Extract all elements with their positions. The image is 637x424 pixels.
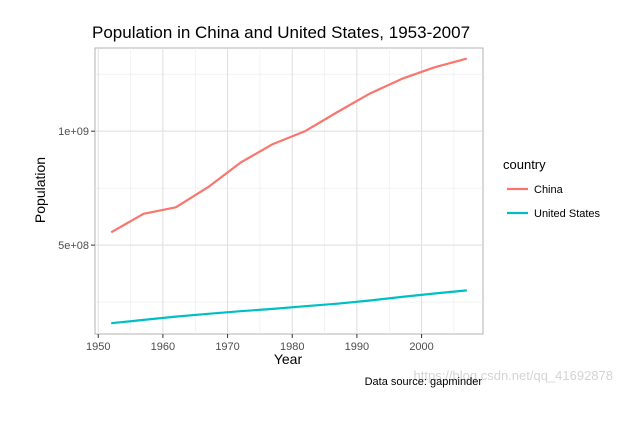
grid-minor xyxy=(95,48,483,334)
x-tick-label: 1950 xyxy=(86,341,110,353)
x-axis-title: Year xyxy=(274,351,303,367)
grid-major xyxy=(95,48,483,334)
x-tick-label: 1990 xyxy=(345,341,369,353)
y-tick-label: 1e+09 xyxy=(58,126,89,138)
legend-label: China xyxy=(534,184,564,196)
legend: country China United States xyxy=(503,157,601,220)
x-axis-ticks: 1950 1960 1970 1980 1990 2000 xyxy=(86,334,434,353)
x-tick-label: 1970 xyxy=(215,341,239,353)
series-line-united-states xyxy=(111,289,467,325)
y-tick-label: 5e+08 xyxy=(58,240,89,252)
watermark: https://blog.csdn.net/qq_41692878 xyxy=(414,368,614,383)
legend-label: United States xyxy=(534,208,601,220)
series-line-china xyxy=(110,57,468,234)
legend-title: country xyxy=(503,157,546,172)
plot-panel xyxy=(94,47,484,335)
y-axis-title: Population xyxy=(32,157,48,223)
x-tick-label: 2000 xyxy=(409,341,433,353)
x-tick-label: 1960 xyxy=(151,341,175,353)
y-axis-ticks: 5e+08 1e+09 xyxy=(58,126,95,252)
x-tick-label: 1980 xyxy=(280,341,304,353)
series-lines xyxy=(110,57,468,325)
legend-items: China United States xyxy=(507,184,601,220)
chart-title: Population in China and United States, 1… xyxy=(92,23,470,42)
caption: Data source: gapminder xyxy=(365,376,483,388)
